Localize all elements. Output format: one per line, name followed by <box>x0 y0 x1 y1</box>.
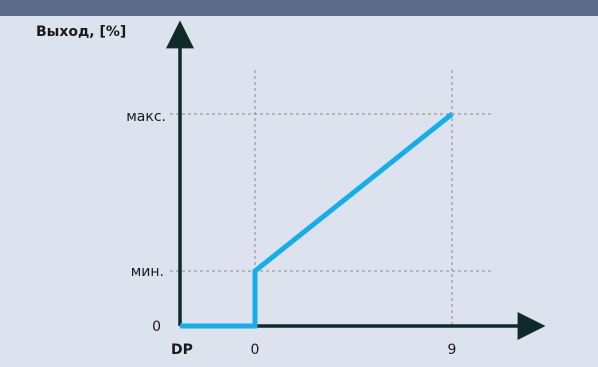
x-tick-label-0: 0 <box>251 342 260 358</box>
y-tick-label-min: мин. <box>131 264 164 280</box>
x-tick-label-9: 9 <box>448 342 457 358</box>
y-axis-label: Выход, [%] <box>36 24 126 40</box>
y-tick-label-max: макс. <box>126 109 166 125</box>
header-band <box>0 0 598 16</box>
series-line <box>180 112 454 329</box>
y-zero-label: 0 <box>152 319 161 335</box>
x-origin-label: DP <box>171 342 193 358</box>
